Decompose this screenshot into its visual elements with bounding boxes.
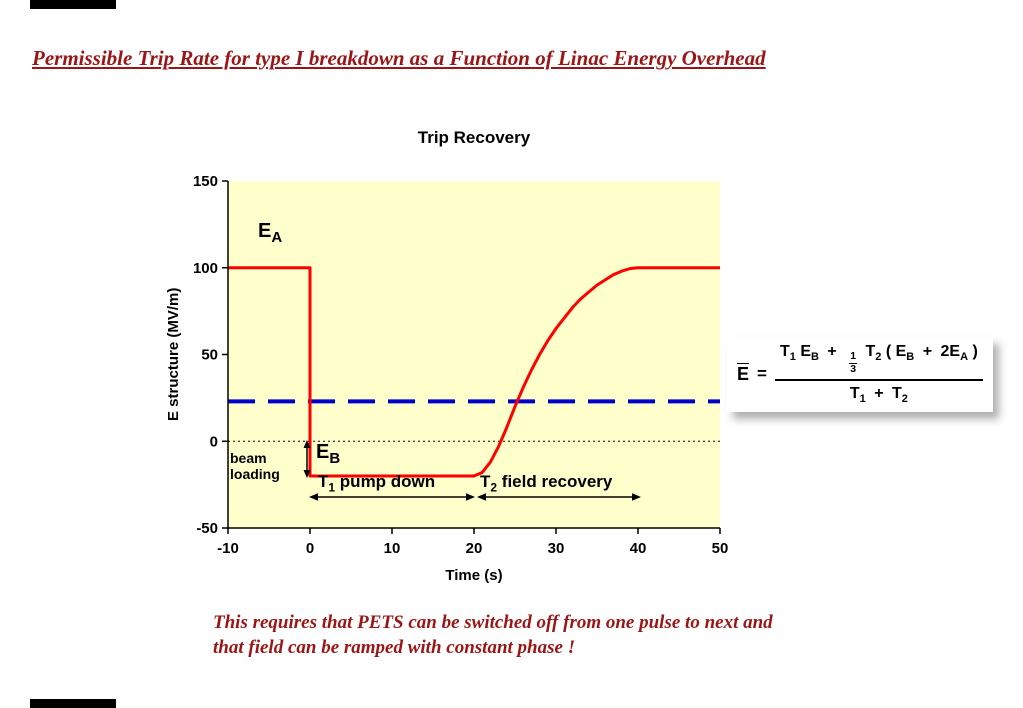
svg-text:-50: -50 xyxy=(196,520,218,537)
svg-text:50: 50 xyxy=(201,347,218,364)
footnote-line-2: that field can be ramped with constant p… xyxy=(213,636,576,658)
label-eb: EB xyxy=(316,441,341,467)
page-title: Permissible Trip Rate for type I breakdo… xyxy=(32,46,766,70)
t1-span-arrow xyxy=(309,493,475,501)
svg-text:20: 20 xyxy=(466,540,483,557)
label-ea: EA xyxy=(258,220,283,246)
beam-loading-arrow xyxy=(303,440,311,478)
chart-title: Trip Recovery xyxy=(417,128,531,147)
label-t1-pump-down: T1 pump down xyxy=(318,472,436,495)
svg-text:30: 30 xyxy=(548,540,565,557)
top-edge-mark xyxy=(30,0,116,9)
svg-text:0: 0 xyxy=(306,540,314,557)
label-t2-field-recovery: T2 field recovery xyxy=(480,472,613,495)
svg-text:10: 10 xyxy=(384,540,401,557)
equals-sign: = xyxy=(757,364,767,384)
bottom-edge-mark xyxy=(30,699,116,708)
t2-span-arrow xyxy=(477,493,641,501)
svg-text:150: 150 xyxy=(193,173,218,190)
label-beam-loading: beam loading xyxy=(230,450,280,483)
svg-text:-10: -10 xyxy=(217,540,239,557)
svg-text:100: 100 xyxy=(193,260,218,277)
fraction-denominator: T1 + T2 xyxy=(849,385,908,406)
x-axis-label: Time (s) xyxy=(445,567,503,584)
e-bar-symbol: E xyxy=(737,363,750,384)
svg-text:50: 50 xyxy=(712,540,729,557)
svg-text:40: 40 xyxy=(630,540,647,557)
footnote: This requires that PETS can be switched … xyxy=(213,611,773,660)
y-axis-label: E structure (MV/m) xyxy=(165,287,182,422)
svg-text:0: 0 xyxy=(210,433,218,450)
footnote-line-1: This requires that PETS can be switched … xyxy=(213,612,773,633)
